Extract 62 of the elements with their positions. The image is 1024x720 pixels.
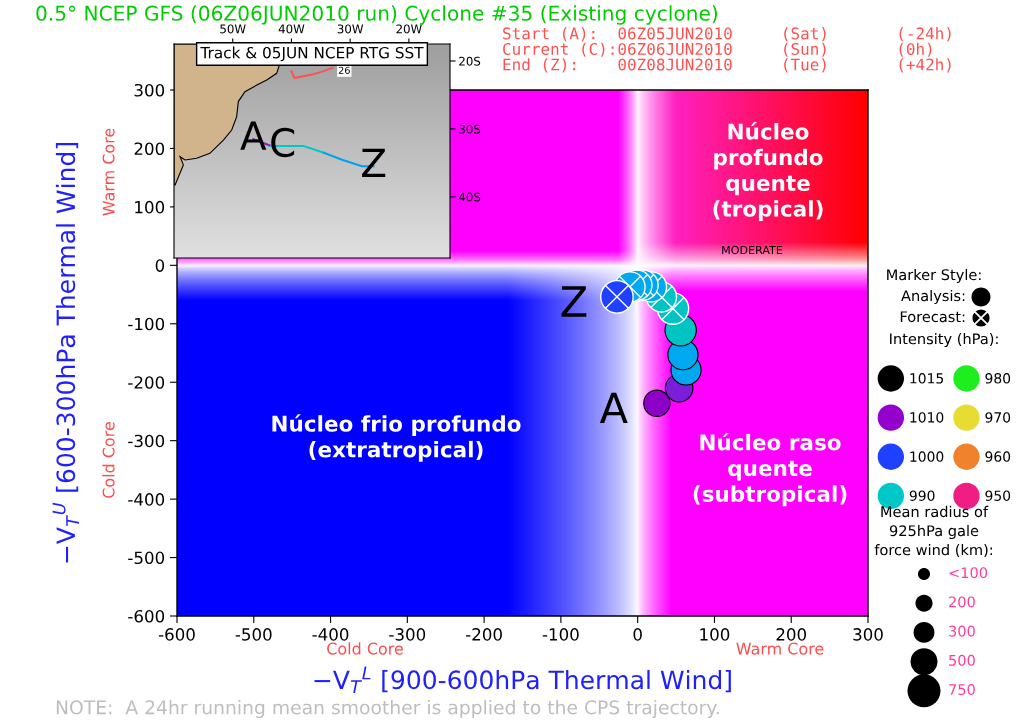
y-tick-label: 200 [134,142,165,156]
y-tick-label: -200 [128,376,165,389]
x-tick-label: 100 [700,628,730,641]
legend-label: 1010 [910,412,944,423]
annotation: Núcleo profundo quente (tropical) [713,122,823,222]
text: Warm Core [102,128,115,216]
x-tick-label: 300 [853,628,883,641]
text: Marker Style: [887,268,981,284]
x-tick-label: -500 [235,628,272,641]
y-tick-label: -300 [128,434,165,448]
text: Cold Core [327,642,403,655]
annotation: MODERATE [722,245,783,255]
legend-label: 980 [985,373,1011,384]
x-tick-label: -100 [542,628,579,641]
annotation: A [240,121,267,150]
annotation: Núcleo raso quente (subtropical) [693,432,847,507]
chart-title: 0.5° NCEP GFS (06Z06JUN2010 run) Cyclone #35 (Existing cyclone) [36,5,717,25]
text: NOTE: A 24hr running mean smoother is applied to the CPS trajectory. [56,699,719,719]
y-tick-label: 100 [135,200,165,214]
legend-label: 950 [985,490,1011,501]
y-tick-label: 40S [458,192,481,202]
annotation: 26 [338,66,350,74]
x-tick-label: 30W [337,24,364,34]
x-tick-label: 40W [278,24,305,34]
y-tick-label: -600 [128,609,165,623]
y-tick-label: 300 [134,83,165,97]
x-tick-label: -400 [312,628,349,641]
x-tick-label: 200 [776,628,807,641]
text: Cold Core [102,422,115,498]
text: Analysis: [901,289,965,305]
text: Forecast: [900,311,965,323]
x-tick-label: -300 [389,628,426,641]
y-tick-label: 0 [155,259,165,272]
legend-label: 1000 [910,451,944,462]
annotation: A [599,392,628,424]
legend-label: 970 [985,412,1011,423]
legend-label: 200 [949,596,975,608]
x-tick-label: 20W [396,24,422,34]
legend-label: 1015 [910,373,944,384]
legend-title: Intensity (hPa): [890,333,998,348]
annotation: Z [362,148,386,178]
y-tick-label: -100 [128,317,165,331]
x-axis-title: −V$_{T}$$^{L}$ [900-600hPa Thermal Wind] [314,666,731,694]
y-tick-label: -500 [128,551,165,565]
legend-label: 990 [909,490,935,501]
chart-subtitle: Start (A): 06Z05JUN2010 (Sat) (-24h) Current (C):06Z06JUN2010 (Sun) (0h) End (Z): 00Z08JUN2010 (Tue) (+42h) [503,27,951,73]
x-tick-label: 0 [633,628,642,641]
annotation: Núcleo frio profundo (extratropical) [272,414,521,462]
y-tick-label: -400 [128,493,165,506]
legend-label: 750 [949,684,975,696]
y-tick-label: 20S [459,56,481,66]
legend-label: <100 [949,567,988,579]
text: Mean radius of 925hPa gale force wind (km): [874,505,992,558]
annotation: Z [561,286,587,317]
legend-label: 500 [949,654,975,666]
legend-label: 960 [985,451,1011,462]
x-tick-label: -600 [158,628,195,641]
chart-title: Track & 05JUN NCEP RTG SST [200,46,424,62]
x-tick-label: 50W [220,24,246,34]
y-axis-title: −V$_{T}$$^{U}$ [600-300hPa Thermal Wind] [52,143,79,563]
text: Warm Core [736,642,824,655]
y-tick-label: 30S [459,124,481,134]
